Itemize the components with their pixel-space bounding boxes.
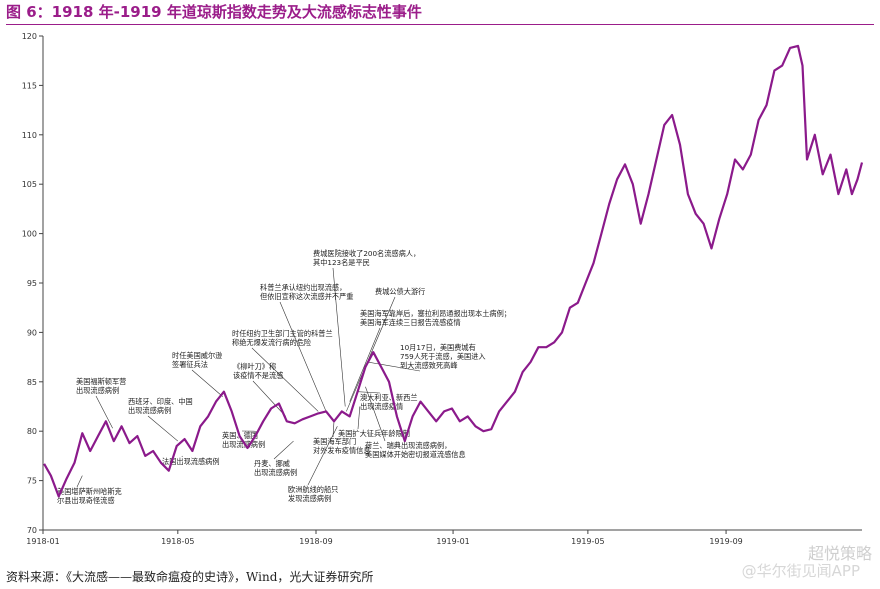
y-tick-label: 80 — [27, 427, 37, 436]
y-tick-label: 70 — [27, 526, 37, 535]
x-axis-ticks: 1918-01 1918-05 1918-09 1919-01 1919-05 1919-… — [26, 530, 743, 544]
annotation-text: 美国海军部门 — [313, 437, 356, 446]
annotation-text: 美国扩大征兵年龄限制 — [338, 429, 410, 438]
watermark-app-text: @华尔街见闻APP — [741, 562, 860, 580]
y-tick-label: 100 — [22, 230, 37, 239]
annotation-text: 该疫情不是流感 — [233, 371, 283, 380]
y-tick-label: 85 — [27, 378, 37, 387]
annotation-text: 美国福斯顿军营 — [76, 377, 126, 386]
annotation-text: 出现流感病例 — [128, 406, 171, 415]
annotation-leader-line — [76, 475, 83, 488]
annotation-leader-line — [307, 426, 338, 486]
annotation-text: 其中123名是平民 — [313, 258, 370, 267]
annotation-leader-line — [346, 296, 396, 412]
annotation-text: 但依旧宣称这次流感并不严重 — [260, 292, 353, 301]
annotation-leader-line — [95, 395, 113, 429]
annotation-text: 尔县出现奇怪流感 — [57, 496, 115, 505]
annotation-text: 出现流感病例 — [254, 468, 297, 477]
annotation-text: 欧洲航线的船只 — [288, 485, 338, 494]
x-tick-label: 1918-09 — [299, 537, 332, 544]
annotation-14: 费城公债大游行 — [346, 287, 425, 412]
annotation-text: 美国海军靠岸后，塞拉利昂通报出现本土病例； — [360, 309, 511, 318]
annotation-text: 出现流感病例 — [222, 440, 265, 449]
annotation-leader-line — [273, 440, 294, 460]
annotation-10: 科普兰承认纽约出现流感，但依旧宣称这次流感并不严重 — [260, 283, 353, 412]
source-note: 资料来源：《大流感——最致命瘟疫的史诗》，Wind，光大证券研究所 — [6, 570, 374, 584]
annotation-text: 时任纽约卫生部门主管的科普兰 — [232, 329, 333, 338]
x-tick-label: 1919-09 — [709, 537, 742, 544]
annotation-text: 荷兰、瑞典出现流感病例， — [365, 441, 451, 450]
annotation-text: 费城公债大游行 — [375, 287, 425, 296]
annotation-text: 丹麦、挪威 — [254, 459, 290, 468]
annotation-text: 对外发布疫情信息 — [313, 446, 371, 455]
annotation-13: 费城医院接收了200名流感病人，其中123名是平民 — [313, 249, 420, 407]
x-tick-label: 1919-05 — [571, 537, 604, 544]
annotation-leader-line — [365, 386, 386, 442]
annotation-leader-line — [349, 327, 381, 402]
annotation-leader-line — [357, 391, 381, 394]
annotation-text: 发现流感病例 — [288, 494, 331, 503]
annotation-text: 美国海军连续三日报告流感疫情 — [360, 318, 461, 327]
annotation-text: 科普兰承认纽约出现流感， — [260, 283, 346, 292]
annotation-text: 法国出现流感病例 — [162, 457, 220, 466]
annotation-leader-line — [191, 369, 223, 397]
y-tick-label: 120 — [22, 32, 37, 41]
annotation-leader-line — [357, 406, 361, 430]
figure-title: 图 6：1918 年-1919 年道琼斯指数走势及大流感标志性事件 — [6, 2, 874, 25]
annotation-15: 美国海军靠岸后，塞拉利昂通报出现本土病例；美国海军连续三日报告流感疫情 — [349, 309, 511, 402]
annotation-17: 美国扩大征兵年龄限制 — [338, 406, 410, 438]
x-tick-label: 1919-01 — [436, 537, 469, 544]
annotation-text: 澳大利亚、新西兰 — [360, 393, 418, 402]
dow-jones-series-line — [43, 44, 864, 498]
y-tick-label: 110 — [22, 131, 37, 140]
event-annotations: 美国堪萨斯州哈斯克尔县出现奇怪流感美国福斯顿军营出现流感病例西班牙、印度、中国出… — [57, 249, 511, 505]
annotation-text: 出现流感病例 — [76, 386, 119, 395]
annotation-text: 出现流感疫情 — [360, 402, 403, 411]
x-tick-label: 1918-01 — [26, 537, 59, 544]
annotation-text: 《柳叶刀》称 — [233, 362, 276, 371]
y-tick-label: 115 — [22, 81, 37, 90]
y-tick-label: 95 — [27, 279, 37, 288]
annotation-leader-line — [279, 301, 327, 412]
annotation-text: 759人死于流感，美国进入 — [400, 352, 486, 361]
annotation-leader-line — [252, 380, 286, 417]
y-tick-label: 75 — [27, 477, 37, 486]
annotation-text: 西班牙、印度、中国 — [128, 397, 193, 406]
y-tick-label: 90 — [27, 328, 37, 337]
annotation-text: 美国媒体开始密切报道流感信息 — [365, 450, 466, 459]
annotation-text: 称绝无爆发流行病的危险 — [232, 338, 312, 347]
annotation-4: 法国出现流感病例 — [162, 455, 220, 466]
annotation-leader-line — [251, 347, 319, 412]
annotation-18: 荷兰、瑞典出现流感病例，美国媒体开始密切报道流感信息 — [365, 386, 466, 459]
annotation-text: 签署征兵法 — [172, 360, 208, 369]
annotation-text: 时任美国威尔逊 — [172, 351, 222, 360]
annotation-leader-line — [147, 415, 179, 442]
annotation-text: 美国堪萨斯州哈斯克 — [57, 487, 122, 496]
annotation-text: 费城医院接收了200名流感病人， — [313, 249, 420, 258]
watermark-text: 超悦策略 — [807, 544, 872, 563]
y-axis-ticks: 70 75 80 85 90 95 100 105 110 115 120 — [22, 32, 43, 535]
y-tick-label: 105 — [22, 180, 37, 189]
annotation-leader-line — [332, 267, 346, 407]
x-tick-label: 1918-05 — [161, 537, 194, 544]
annotation-text: 10月17日，美国费城有 — [400, 343, 476, 352]
annotation-leader-line — [367, 361, 421, 372]
annotation-text: 到大流感致死高峰 — [400, 361, 458, 370]
